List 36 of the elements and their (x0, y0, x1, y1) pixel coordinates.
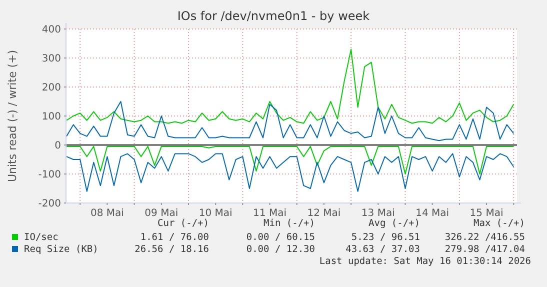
y-tick-label: -100 (38, 170, 61, 180)
legend-label: IO/sec (24, 232, 58, 243)
text: Cur (-/+) (158, 218, 209, 229)
x-tick-label: 15 Mai (470, 208, 504, 219)
x-tick-label: 14 Mai (416, 208, 450, 219)
x-tick-label: 09 Mai (144, 208, 178, 219)
text: 1.61 / 76.00 (140, 232, 210, 243)
x-tick-label: 12 Mai (307, 208, 341, 219)
y-tick-label: 200 (42, 82, 61, 94)
text: 279.98 /417.04 (444, 244, 526, 255)
text: Avg (-/+) (368, 218, 420, 229)
line-series (66, 101, 514, 142)
text: 26.56 / 18.16 (134, 244, 210, 255)
line-series (66, 48, 514, 124)
x-tick-label: 11 Mai (253, 208, 286, 219)
x-tick-label: 13 Mai (361, 208, 395, 219)
line-series (66, 153, 514, 192)
x-tick-label: 10 Mai (198, 208, 232, 219)
y-tick-label: 400 (42, 24, 61, 36)
text: 0.00 / 12.30 (246, 244, 316, 255)
text: 43.63 / 37.03 (346, 244, 420, 255)
x-tick-label: 08 Mai (90, 208, 124, 219)
line-series (66, 146, 514, 174)
text: Min (-/+) (264, 218, 315, 229)
text: Last update: Sat May 16 01:30:14 2026 (319, 256, 532, 267)
text: 326.22 /416.55 (444, 232, 525, 243)
y-tick-label: 100 (42, 112, 61, 122)
y-axis-title: Units read (-) / write (+) (6, 50, 19, 182)
legend-label: Req Size (KB) (24, 244, 98, 255)
text: 5.23 / 96.51 (351, 232, 420, 243)
y-tick-label: -200 (38, 198, 61, 210)
text: 0.00 / 60.15 (246, 232, 315, 243)
chart-title: IOs for /dev/nvme0n1 - by week (177, 9, 370, 23)
y-tick-label: 300 (42, 54, 61, 64)
text: Max (-/+) (474, 218, 525, 229)
y-tick-label: 0 (54, 140, 61, 152)
